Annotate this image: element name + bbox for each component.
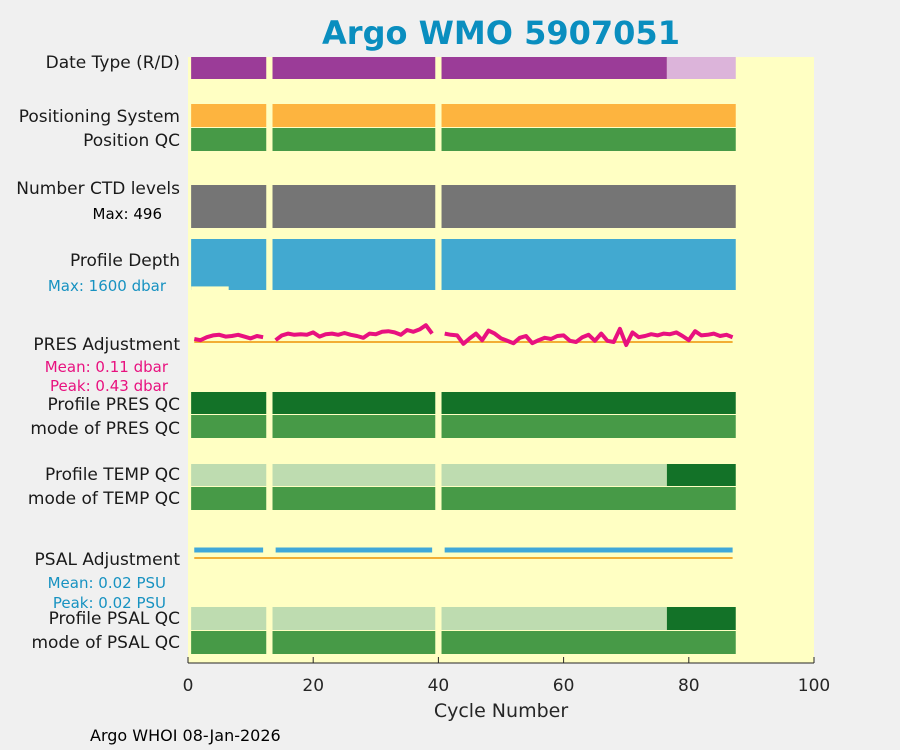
bar-mode-of-temp-qc-0-0 bbox=[191, 487, 267, 510]
bar-profile-depth-0-0 bbox=[191, 239, 267, 290]
bar-positioning-system-0-0 bbox=[191, 104, 267, 127]
row-label-date-type-r-d: Date Type (R/D) bbox=[46, 53, 180, 73]
bar-date-type-r-d-1-2 bbox=[666, 57, 736, 79]
bar-profile-temp-qc-1-2 bbox=[666, 464, 736, 486]
bar-position-qc-0-2 bbox=[441, 128, 736, 151]
row-label-position-qc: Position QC bbox=[83, 131, 180, 151]
psal-adjustment-label: PSAL Adjustment bbox=[35, 550, 181, 570]
bar-mode-of-psal-qc-0-1 bbox=[272, 631, 436, 654]
pres-mean-label: Mean: 0.11 dbar bbox=[45, 358, 169, 376]
bar-profile-temp-qc-0-2 bbox=[441, 464, 667, 486]
row-labels: Date Type (R/D) Positioning System Positio… bbox=[16, 53, 180, 653]
pres-adjustment-line-0 bbox=[193, 332, 264, 343]
bar-profile-temp-qc-0-1 bbox=[272, 464, 436, 486]
row-label-mode-of-pres-qc: mode of PRES QC bbox=[30, 419, 180, 439]
x-axis: 0 20 40 60 80 100 bbox=[183, 657, 830, 696]
bar-mode-of-pres-qc-0-1 bbox=[272, 415, 436, 438]
bar-mode-of-pres-qc-0-2 bbox=[441, 415, 736, 438]
footer-text: Argo WHOI 08-Jan-2026 bbox=[90, 726, 281, 745]
row-label-mode-of-psal-qc: mode of PSAL QC bbox=[31, 633, 180, 653]
bar-profile-temp-qc-0-0 bbox=[191, 464, 267, 486]
x-axis-label: Cycle Number bbox=[434, 700, 568, 722]
psal-peak-label: Peak: 0.02 PSU bbox=[53, 594, 166, 612]
row-label-mode-of-temp-qc: mode of TEMP QC bbox=[28, 489, 180, 509]
bar-number-ctd-levels-0-1 bbox=[272, 185, 436, 228]
pres-adjustment-line-2 bbox=[444, 326, 734, 347]
bar-mode-of-temp-qc-0-2 bbox=[441, 487, 736, 510]
bar-profile-psal-qc-1-2 bbox=[666, 607, 736, 630]
row-label-profile-pres-qc: Profile PRES QC bbox=[47, 395, 180, 415]
bar-position-qc-0-0 bbox=[191, 128, 267, 151]
plot-area bbox=[188, 57, 814, 663]
bar-profile-pres-qc-0-2 bbox=[441, 392, 736, 414]
bar-mode-of-temp-qc-0-1 bbox=[272, 487, 436, 510]
bar-date-type-r-d-0-0 bbox=[191, 57, 267, 79]
pres-peak-label: Peak: 0.43 dbar bbox=[50, 377, 169, 395]
bars-layer bbox=[191, 57, 736, 654]
ctd-max-label: Max: 496 bbox=[93, 205, 162, 223]
bar-number-ctd-levels-0-0 bbox=[191, 185, 267, 228]
x-tick-label-80: 80 bbox=[678, 676, 700, 696]
bar-profile-depth-0-1 bbox=[272, 239, 436, 290]
bar-positioning-system-0-1 bbox=[272, 104, 436, 127]
x-tick-label-60: 60 bbox=[553, 676, 575, 696]
bar-profile-pres-qc-0-0 bbox=[191, 392, 267, 414]
lines-layer bbox=[193, 323, 734, 559]
bar-positioning-system-0-2 bbox=[441, 104, 736, 127]
pres-adjustment-label: PRES Adjustment bbox=[33, 335, 180, 355]
row-label-positioning-system: Positioning System bbox=[19, 107, 180, 127]
x-tick-label-100: 100 bbox=[798, 676, 830, 696]
bar-position-qc-0-1 bbox=[272, 128, 436, 151]
bar-profile-psal-qc-0-0 bbox=[191, 607, 267, 630]
x-tick-label-40: 40 bbox=[428, 676, 450, 696]
bar-profile-depth-0-2 bbox=[441, 239, 736, 290]
bar-mode-of-pres-qc-0-0 bbox=[191, 415, 267, 438]
chart-title: Argo WMO 5907051 bbox=[322, 14, 680, 52]
row-label-profile-psal-qc: Profile PSAL QC bbox=[49, 609, 180, 629]
row-label-profile-temp-qc: Profile TEMP QC bbox=[45, 465, 180, 485]
row-label-profile-depth: Profile Depth bbox=[70, 251, 180, 271]
x-tick-label-0: 0 bbox=[183, 676, 194, 696]
bar-date-type-r-d-0-2 bbox=[441, 57, 667, 79]
psal-mean-label: Mean: 0.02 PSU bbox=[48, 574, 166, 592]
pres-adjustment-line-1 bbox=[274, 323, 434, 342]
depth-max-label: Max: 1600 dbar bbox=[48, 277, 167, 295]
bar-profile-psal-qc-0-2 bbox=[441, 607, 667, 630]
bar-profile-psal-qc-0-1 bbox=[272, 607, 436, 630]
bar-number-ctd-levels-0-2 bbox=[441, 185, 736, 228]
bar-date-type-r-d-0-1 bbox=[272, 57, 436, 79]
bar-profile-pres-qc-0-1 bbox=[272, 392, 436, 414]
bar-mode-of-psal-qc-0-0 bbox=[191, 631, 267, 654]
row-label-number-ctd-levels: Number CTD levels bbox=[16, 179, 180, 199]
x-tick-label-20: 20 bbox=[302, 676, 324, 696]
depth-shallow-cycles bbox=[191, 286, 229, 290]
bar-mode-of-psal-qc-0-2 bbox=[441, 631, 736, 654]
